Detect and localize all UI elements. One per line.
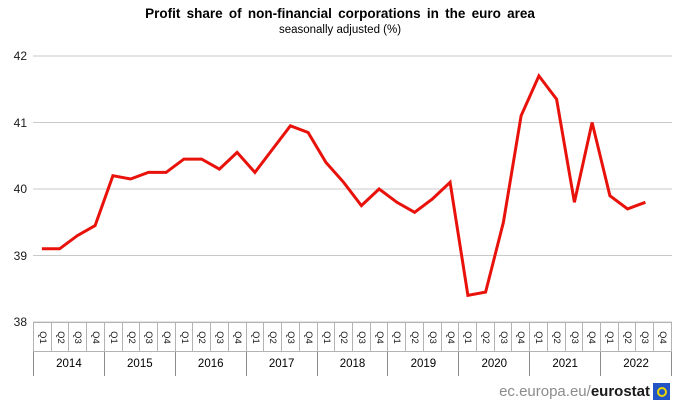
eurostat-logo-icon	[653, 383, 670, 400]
x-tick-2014-Q2: Q2	[50, 322, 70, 352]
chart-title: Profit share of non-financial corporatio…	[145, 6, 535, 21]
x-tick-2017-Q4: Q4	[298, 322, 318, 352]
year-label-2020: 2020	[458, 352, 529, 376]
y-tick-40: 40	[13, 182, 27, 196]
x-axis-quarter-row: Q1 Q2 Q3 Q4 Q1 Q2 Q3 Q4 Q1 Q2 Q3 Q4 Q1 Q2 Q3 Q4 Q1 Q2 Q3 Q4…	[33, 322, 672, 352]
x-tick-2017-Q1: Q1	[245, 322, 265, 352]
x-tick-2021-Q3: Q3	[564, 322, 584, 352]
x-tick-2021-Q2: Q2	[546, 322, 566, 352]
x-tick-2019-Q2: Q2	[405, 322, 424, 352]
x-tick-2018-Q3: Q3	[351, 322, 371, 352]
x-tick-2022-Q2: Q2	[617, 322, 637, 352]
footer-branding: ec.europa.eu/eurostat	[499, 382, 670, 401]
x-tick-2020-Q2: Q2	[475, 322, 495, 352]
footer-url-prefix: ec.europa.eu/	[499, 383, 591, 400]
x-tick-2015-Q2: Q2	[121, 322, 141, 352]
x-tick-2016-Q3: Q3	[210, 322, 229, 352]
x-tick-2017-Q3: Q3	[281, 322, 300, 352]
x-tick-2022-Q3: Q3	[635, 322, 655, 352]
x-tick-2020-Q1: Q1	[458, 322, 477, 352]
chart-subtitle: seasonally adjusted (%)	[278, 24, 402, 36]
profit-share-line	[41, 72, 646, 298]
x-tick-2019-Q3: Q3	[422, 322, 442, 352]
x-tick-2014-Q1: Q1	[33, 322, 52, 352]
x-tick-2015-Q3: Q3	[139, 322, 159, 352]
x-tick-2016-Q1: Q1	[174, 322, 194, 352]
year-label-2021: 2021	[529, 352, 600, 376]
year-label-2017: 2017	[245, 352, 317, 376]
x-tick-2022-Q4: Q4	[653, 322, 672, 352]
x-tick-2022-Q1: Q1	[600, 322, 619, 352]
x-tick-2021-Q1: Q1	[529, 322, 548, 352]
footer-url-eurostat: eurostat	[590, 383, 650, 400]
x-tick-2018-Q2: Q2	[334, 322, 353, 352]
x-tick-2019-Q1: Q1	[387, 322, 407, 352]
year-label-2019: 2019	[387, 352, 458, 376]
year-label-2014: 2014	[33, 352, 104, 376]
year-label-2016: 2016	[174, 352, 246, 376]
x-tick-2018-Q4: Q4	[369, 322, 389, 352]
x-tick-2016-Q2: Q2	[192, 322, 212, 352]
x-tick-2020-Q4: Q4	[511, 322, 531, 352]
year-label-2015: 2015	[103, 352, 175, 376]
x-tick-2014-Q4: Q4	[86, 322, 105, 352]
x-tick-2020-Q3: Q3	[493, 322, 513, 352]
x-tick-2016-Q4: Q4	[227, 322, 247, 352]
x-tick-2017-Q2: Q2	[263, 322, 283, 352]
x-tick-2018-Q1: Q1	[316, 322, 336, 352]
y-tick-38: 38	[13, 315, 27, 329]
x-tick-2021-Q4: Q4	[582, 322, 601, 352]
x-tick-2019-Q4: Q4	[440, 322, 460, 352]
year-label-2022: 2022	[600, 352, 673, 376]
y-tick-42: 42	[13, 49, 27, 63]
x-tick-2014-Q3: Q3	[68, 322, 88, 352]
y-tick-41: 41	[13, 115, 27, 130]
x-tick-2015-Q1: Q1	[103, 322, 123, 352]
x-tick-2015-Q4: Q4	[157, 322, 176, 352]
y-tick-39: 39	[13, 248, 27, 263]
year-label-2018: 2018	[316, 352, 388, 376]
x-axis-year-row: 2014 2015 2016 2017 2018 2019 2020 2021 2022	[33, 352, 673, 376]
